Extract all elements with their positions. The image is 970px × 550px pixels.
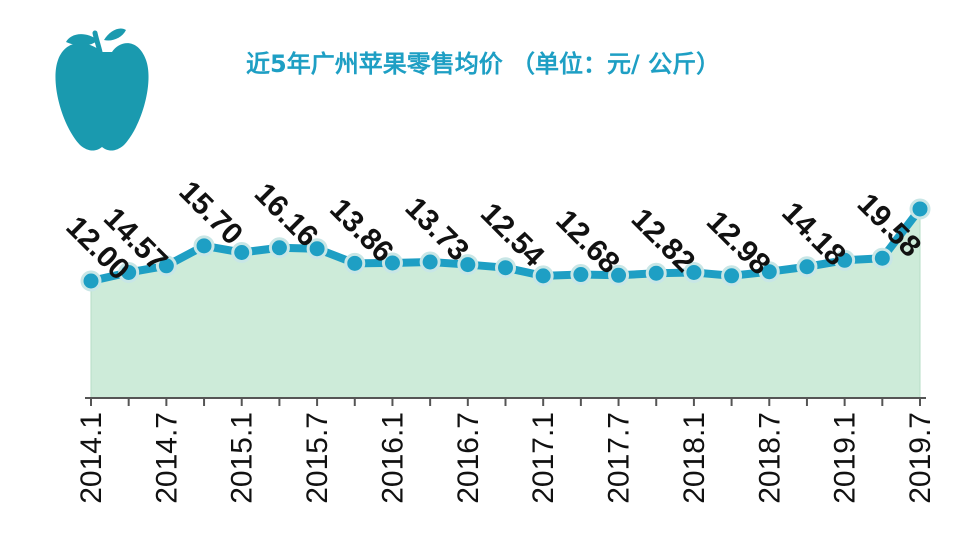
- x-tick-label: 2017.7: [603, 412, 636, 504]
- data-point: [193, 235, 215, 257]
- data-point: [306, 238, 328, 260]
- data-point: [645, 262, 667, 284]
- data-point: [80, 270, 102, 292]
- x-axis: [85, 397, 926, 406]
- data-point: [495, 257, 516, 279]
- data-point: [344, 252, 366, 274]
- data-point: [683, 261, 705, 283]
- x-tick-label: 2018.7: [753, 412, 786, 504]
- x-tick-label: 2018.1: [678, 412, 711, 504]
- data-point: [268, 237, 290, 259]
- x-tick-label: 2014.1: [75, 412, 108, 504]
- data-point: [758, 261, 780, 283]
- x-tick-label: 2019.7: [904, 412, 937, 504]
- data-point: [834, 249, 856, 271]
- data-point: [909, 198, 931, 220]
- x-tick-label: 2016.7: [452, 412, 485, 504]
- data-point: [231, 242, 253, 263]
- data-point: [570, 264, 592, 286]
- x-tick-label: 2016.1: [376, 412, 409, 504]
- data-point: [419, 251, 441, 273]
- marker-layer: [80, 198, 931, 292]
- data-point: [457, 254, 479, 276]
- data-point: [381, 252, 403, 274]
- data-point: [608, 264, 630, 286]
- tick-label-layer: 2014.1 2014.7 2015.1 2015.7 2016.1 2016.7 2017…: [75, 412, 937, 504]
- data-point: [118, 261, 140, 283]
- data-point: [871, 247, 893, 269]
- chart-title: 近5年广州苹果零售均价 （单位：元/ 公斤）: [246, 50, 721, 78]
- x-tick-label: 2015.1: [226, 412, 259, 504]
- data-point: [532, 265, 554, 287]
- x-tick-label: 2014.7: [150, 412, 183, 504]
- apple-icon: [55, 28, 149, 151]
- data-point: [796, 256, 818, 278]
- x-tick-label: 2017.1: [527, 412, 560, 504]
- data-point: [721, 265, 743, 287]
- x-tick-label: 2019.1: [829, 412, 862, 504]
- data-point: [155, 255, 177, 277]
- x-tick-label: 2015.7: [301, 412, 334, 504]
